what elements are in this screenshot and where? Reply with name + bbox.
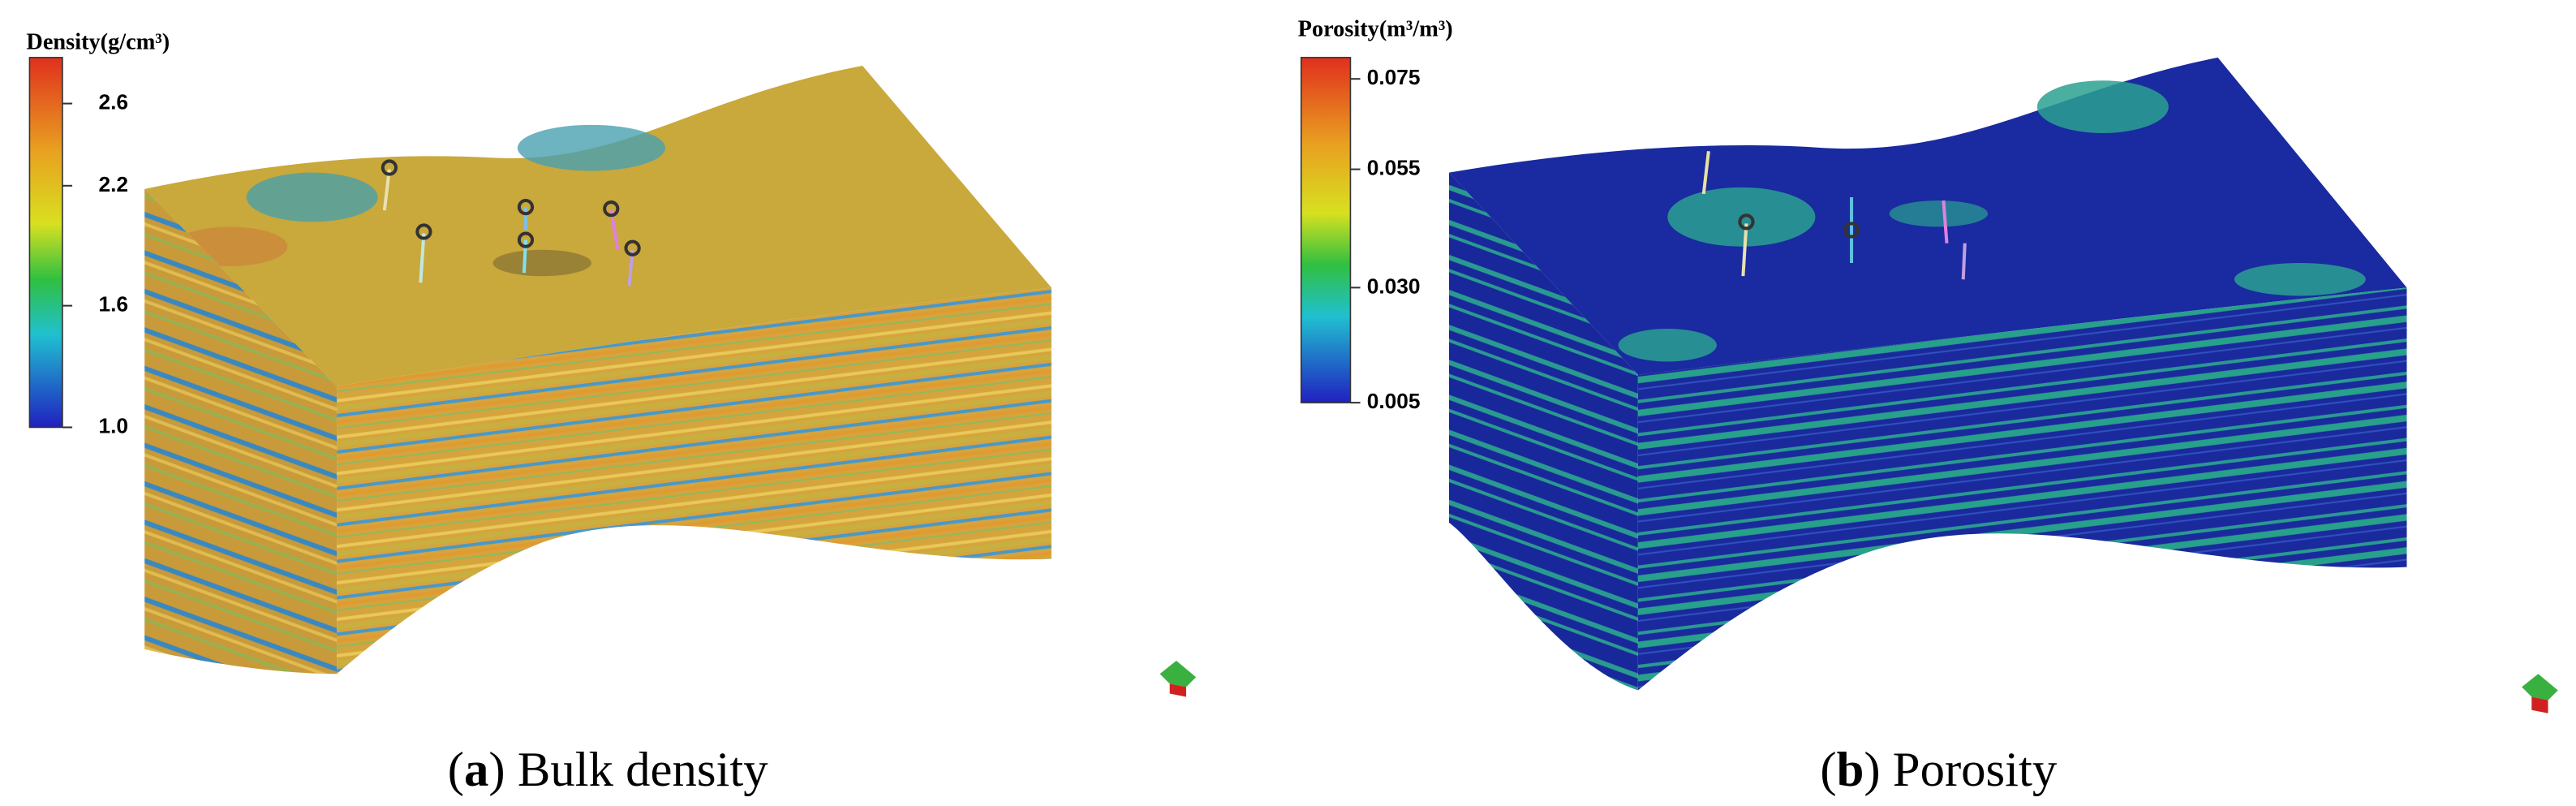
- colorbar-tick-label: 0.005: [1367, 389, 1421, 413]
- colorbar-tick-label: 2.2: [98, 172, 128, 196]
- colorbar-tick-label: 2.6: [98, 90, 128, 114]
- caption-label: b: [1837, 743, 1864, 797]
- caption-open: (: [448, 743, 464, 797]
- model-block: [1448, 57, 2407, 691]
- caption: (a) Bulk density: [448, 743, 768, 797]
- colorbar-ticks: 2.6 2.2 1.6 1.0: [62, 90, 128, 437]
- caption-close: ): [1864, 743, 1880, 797]
- colorbar-tick-label: 0.030: [1367, 274, 1421, 298]
- caption: (b) Porosity: [1820, 743, 2058, 797]
- caption-text: Bulk density: [505, 743, 769, 797]
- colorbar-title: Porosity(m³/m³): [1298, 17, 1453, 42]
- orientation-icon: [1159, 661, 1197, 697]
- caption-text: Porosity: [1881, 743, 2058, 797]
- caption-open: (: [1820, 743, 1836, 797]
- colorbar-tick-label: 1.6: [98, 292, 128, 317]
- colorbar: [1300, 57, 1352, 403]
- caption-label: a: [464, 743, 488, 797]
- orientation-icon: [2522, 674, 2558, 713]
- colorbar-ticks: 0.075 0.055 0.030 0.005: [1350, 65, 1421, 413]
- colorbar-tick-label: 0.075: [1367, 65, 1421, 89]
- panel-b: Porosity(m³/m³) 0.075 0.055 0.030 0.005: [1298, 17, 2558, 797]
- colorbar-title: Density(g/cm³): [26, 30, 170, 55]
- model-block: [144, 65, 1051, 675]
- colorbar-tick-label: 1.0: [98, 413, 128, 437]
- colorbar: [28, 57, 63, 429]
- colorbar-tick-label: 0.055: [1367, 156, 1421, 180]
- caption-close: ): [488, 743, 505, 797]
- panel-a: Density(g/cm³) 2.6 2.2 1.6 1.0: [26, 30, 1197, 797]
